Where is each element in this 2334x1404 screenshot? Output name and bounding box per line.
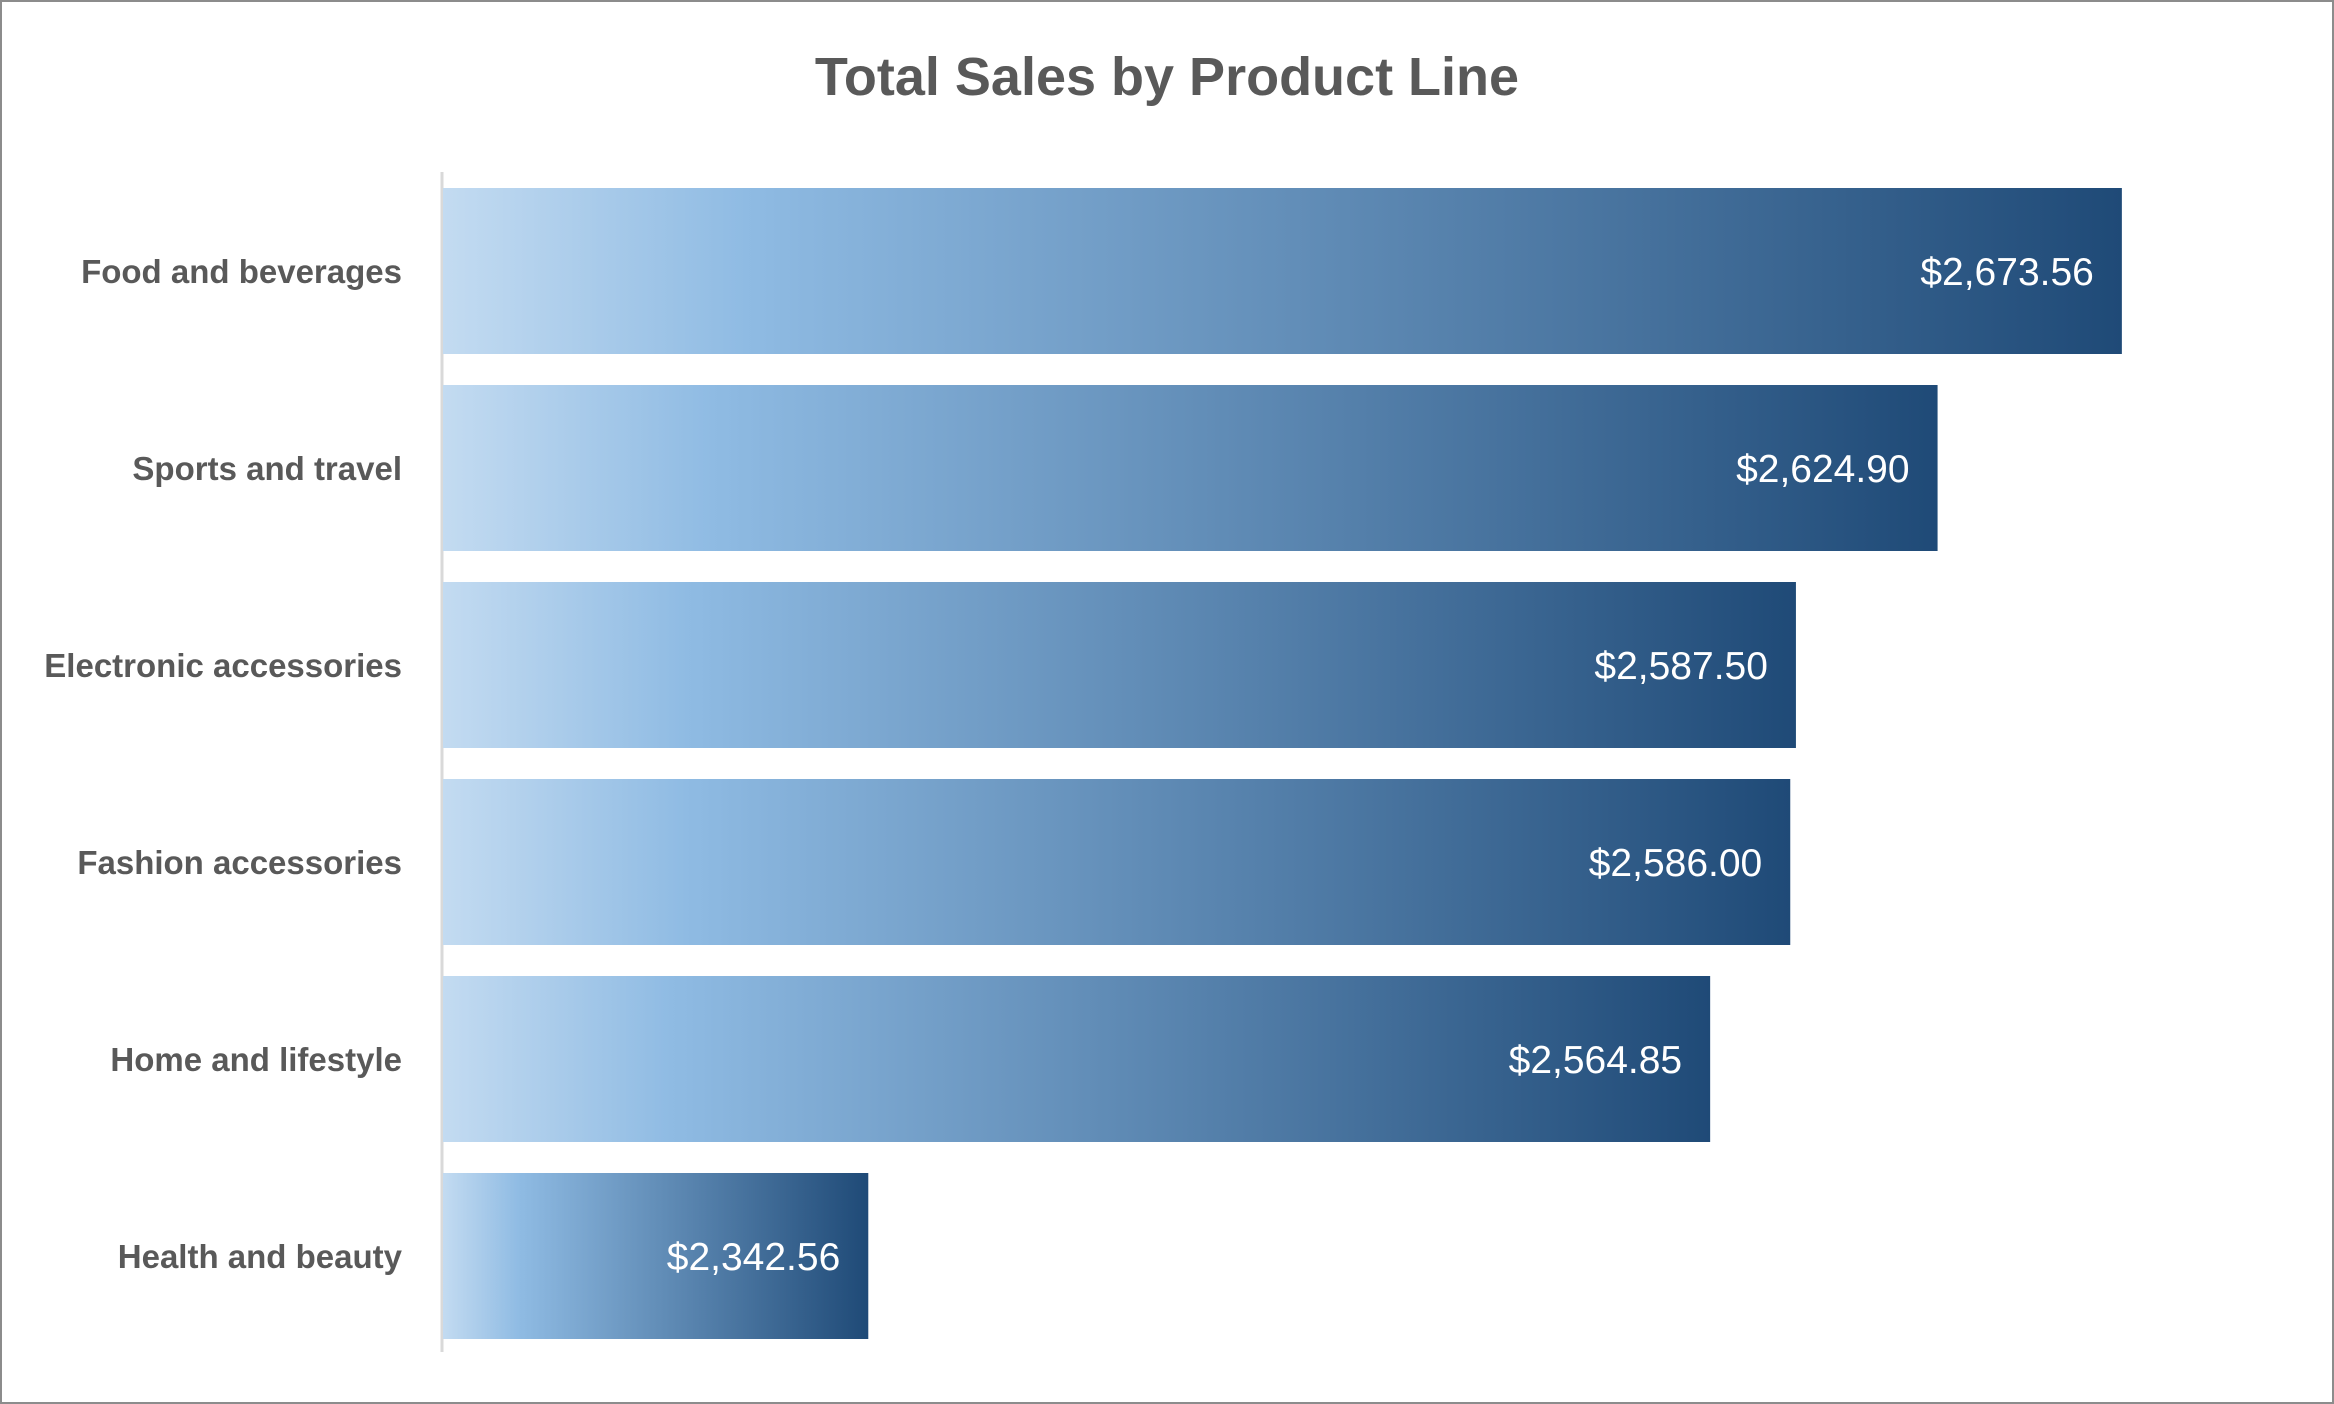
chart-title: Total Sales by Product Line (815, 47, 1519, 107)
bar-sports-and-travel (443, 385, 1938, 551)
category-label: Food and beverages (81, 253, 402, 290)
category-label: Fashion accessories (77, 844, 402, 881)
data-label: $2,564.85 (1509, 1039, 1683, 1082)
bar-fashion-accessories (443, 779, 1791, 945)
data-label: $2,586.00 (1589, 842, 1763, 885)
bar-electronic-accessories (443, 582, 1796, 748)
bar-health-and-beauty (443, 1173, 869, 1339)
category-label: Health and beauty (118, 1238, 403, 1275)
bars-group: Food and beverages $2,673.56 Sports and tr… (44, 188, 2122, 1339)
data-label: $2,587.50 (1594, 645, 1768, 688)
category-label: Sports and travel (132, 450, 402, 487)
category-label: Electronic accessories (44, 647, 402, 684)
bar-food-and-beverages (443, 188, 2122, 354)
data-label: $2,342.56 (667, 1236, 841, 1279)
bar-home-and-lifestyle (443, 976, 1711, 1142)
data-label: $2,673.56 (1920, 251, 2094, 294)
data-label: $2,624.90 (1736, 448, 1910, 491)
category-label: Home and lifestyle (110, 1041, 402, 1078)
